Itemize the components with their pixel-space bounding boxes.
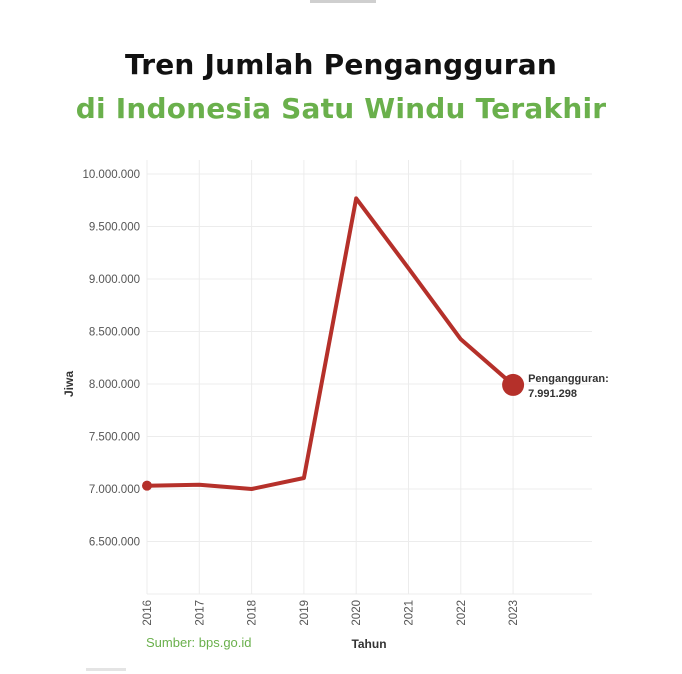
x-axis-label: Tahun [351, 637, 386, 651]
y-tick-label: 9.000.000 [89, 274, 140, 286]
source-note: Sumber: bps.go.id [146, 635, 252, 650]
x-tick-label: 2021 [404, 600, 416, 626]
y-tick-label: 6.500.000 [89, 537, 140, 549]
data-point-start [142, 480, 152, 491]
top-logo-strip [310, 0, 376, 3]
x-tick-label: 2017 [194, 600, 206, 626]
x-axis-ticks: 2016 2017 2018 2019 2020 2021 2022 2023 [142, 600, 520, 626]
annotation-label: Pengangguran: [528, 373, 609, 385]
y-axis-label: Jiwa [62, 371, 76, 397]
chart-title-line1: Tren Jumlah Pengangguran [125, 48, 557, 81]
x-tick-label: 2020 [351, 600, 363, 626]
data-point-highlight [502, 373, 525, 396]
y-tick-label: 9.500.000 [89, 222, 140, 234]
x-tick-label: 2023 [508, 600, 520, 626]
y-tick-label: 8.500.000 [89, 327, 140, 339]
x-tick-label: 2022 [456, 600, 468, 626]
y-tick-label: 10.000.000 [82, 169, 140, 181]
y-tick-label: 7.000.000 [89, 484, 140, 496]
data-points [142, 373, 525, 491]
annotation-value: 7.991.298 [528, 388, 577, 400]
x-tick-label: 2016 [142, 600, 154, 626]
y-tick-label: 7.500.000 [89, 432, 140, 444]
chart-title-line2: di Indonesia Satu Windu Terakhir [75, 92, 607, 125]
grid-lines [146, 160, 592, 595]
x-tick-label: 2019 [299, 600, 311, 626]
bottom-logo-strip [86, 668, 126, 671]
series-line [145, 196, 516, 491]
y-axis-ticks: 10.000.000 9.500.000 9.000.000 8.500.000 8.0… [82, 169, 140, 549]
y-tick-label: 8.000.000 [89, 379, 140, 391]
x-tick-label: 2018 [247, 600, 259, 626]
